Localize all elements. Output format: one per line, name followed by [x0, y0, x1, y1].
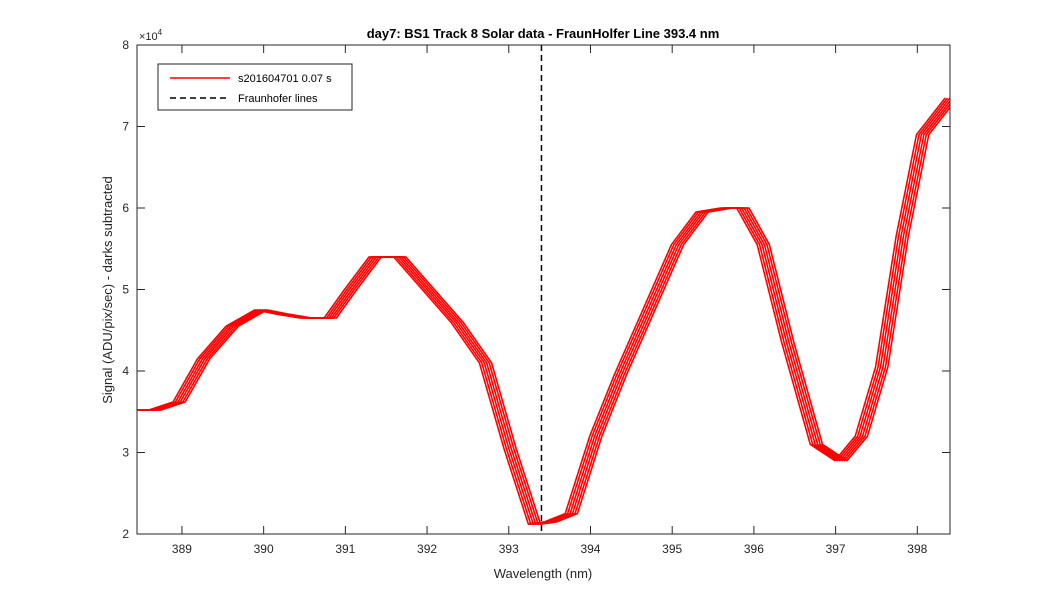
y-tick-label: 4	[122, 364, 129, 378]
legend-label-fraunhofer: Fraunhofer lines	[238, 93, 318, 105]
x-tick-label: 390	[254, 542, 274, 556]
signal-point	[646, 309, 649, 311]
signal-point	[373, 256, 375, 258]
signal-point	[426, 288, 428, 291]
y-tick-label: 3	[122, 446, 129, 460]
signal-trace-5	[144, 106, 950, 526]
signal-point	[152, 409, 155, 411]
legend-label-signal: s201604701 0.07 s	[238, 73, 332, 85]
x-tick-label: 398	[907, 542, 927, 556]
signal-point	[279, 313, 281, 315]
x-tick-label: 393	[499, 542, 519, 556]
y-tick-label: 7	[122, 120, 129, 134]
signal-point	[700, 211, 702, 213]
signal-point	[548, 521, 551, 523]
signal-point	[303, 317, 306, 319]
x-axis-ticks: 389 390 391 392 393 394 395 396 397 398	[172, 45, 928, 556]
y-axis-multiplier: ×104	[139, 28, 163, 43]
y-axis-multiplier-base: ×10	[139, 31, 158, 43]
signal-point	[230, 325, 232, 328]
x-tick-label: 395	[662, 542, 682, 556]
legend: s201604701 0.07 s Fraunhofer lines	[157, 63, 353, 111]
x-tick-label: 391	[335, 542, 355, 556]
signal-point	[397, 256, 400, 258]
signal-point	[859, 435, 861, 438]
y-tick-label: 8	[122, 38, 129, 52]
signal-point	[508, 447, 510, 450]
x-tick-label: 396	[744, 542, 764, 556]
signal-point	[258, 309, 261, 311]
y-tick-label: 2	[122, 527, 129, 541]
signal-point	[618, 374, 620, 376]
plot-background	[137, 45, 950, 534]
chart-title: day7: BS1 Track 8 Solar data - FraunHolf…	[367, 26, 720, 41]
legend-box	[157, 63, 353, 111]
signal-point	[328, 317, 330, 319]
x-tick-label: 397	[826, 542, 846, 556]
signal-point	[900, 235, 902, 238]
y-axis-ticks: 2 3 4 5 6 7 8	[122, 38, 950, 541]
y-axis-title: Signal (ADU/pix/sec) - darks subtracted	[100, 176, 115, 404]
x-tick-label: 394	[580, 542, 600, 556]
signal-point	[348, 288, 351, 291]
x-tick-label: 392	[417, 542, 437, 556]
signal-point	[483, 362, 486, 364]
signal-point	[838, 459, 841, 462]
x-tick-label: 389	[172, 542, 192, 556]
signal-point	[177, 401, 179, 403]
y-tick-label: 5	[122, 283, 129, 297]
signal-point	[569, 512, 571, 515]
x-axis-title: Wavelength (nm)	[494, 566, 593, 581]
signal-point	[593, 435, 596, 438]
signal-point	[201, 358, 204, 360]
y-tick-label: 6	[122, 201, 129, 215]
signal-point	[920, 133, 923, 136]
signal-point	[454, 321, 457, 323]
signal-point	[785, 341, 788, 344]
signal-point	[532, 523, 535, 525]
signal-point	[761, 243, 763, 246]
signal-point	[814, 443, 816, 446]
signal-point	[740, 207, 743, 209]
y-axis-multiplier-exponent: 4	[158, 28, 163, 37]
signal-point	[724, 207, 727, 209]
series-layer	[137, 97, 950, 526]
signal-point	[879, 366, 882, 368]
signal-point	[675, 243, 678, 246]
